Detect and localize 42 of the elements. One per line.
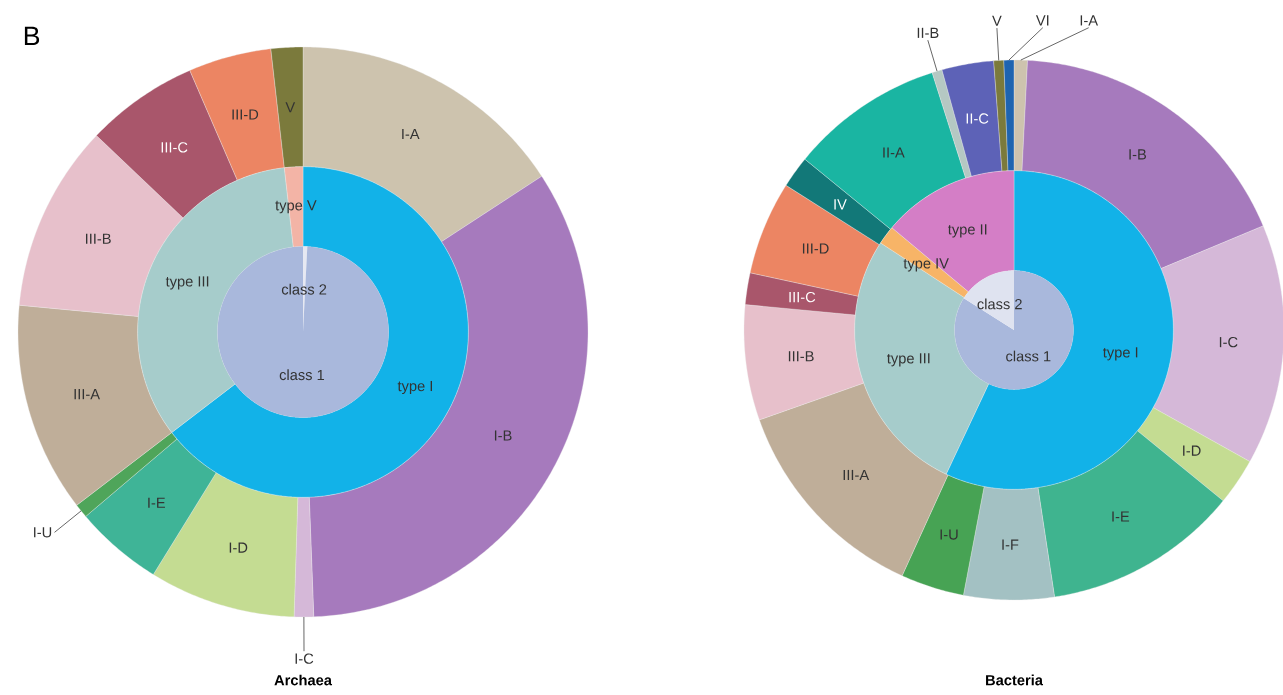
- slice-label: type V: [275, 200, 317, 214]
- slice-label: II-A: [883, 147, 905, 158]
- slice-label: III-B: [86, 233, 111, 244]
- slice-label: class 1: [279, 369, 325, 381]
- text: Archaea: [274, 674, 333, 686]
- slice-label: I-U: [940, 529, 958, 540]
- slice-label: class 2: [281, 283, 327, 295]
- slice-label: III-B: [788, 351, 814, 362]
- slice-label: type III: [887, 353, 930, 367]
- slice-label: I-D: [1183, 445, 1201, 456]
- slice-label: I-A: [402, 128, 420, 140]
- slice-label: I-B: [1129, 149, 1147, 160]
- slice-label: II-B: [917, 27, 939, 38]
- slice-label: III-D: [232, 109, 259, 120]
- slice-label: III-A: [843, 469, 870, 480]
- slice-label: I-E: [148, 497, 165, 508]
- slice-label: type II: [948, 224, 987, 238]
- slice-label: I-B: [494, 430, 512, 441]
- slice-label: III-A: [74, 389, 101, 400]
- slice-label: VI: [1035, 15, 1049, 26]
- slice-label: II-C: [966, 113, 989, 124]
- text: Bacteria: [986, 674, 1044, 686]
- slice-label: I-A: [1080, 15, 1099, 26]
- slice-label: I-F: [1002, 539, 1019, 550]
- slice-label: III-D: [802, 243, 829, 254]
- slice-label: I-D: [229, 542, 248, 553]
- slice-label: III-C: [789, 291, 816, 303]
- slice-label: I-U: [34, 527, 52, 538]
- slice-label: type III: [165, 276, 209, 290]
- slice-label: type I: [1103, 347, 1138, 361]
- slice-label: V: [992, 15, 1002, 26]
- slice-label: I-C: [1219, 336, 1238, 348]
- slice-label: I-E: [1112, 511, 1130, 522]
- slice-label: class 2: [977, 298, 1022, 310]
- slice-label: type IV: [903, 258, 949, 272]
- slice-label: IV: [834, 199, 847, 210]
- slice-label: class 1: [1006, 350, 1051, 362]
- text: B: [24, 26, 40, 46]
- slice-label: V: [285, 102, 296, 113]
- slice-label: III-C: [161, 142, 188, 153]
- slice-label: I-C: [295, 653, 314, 664]
- slice-label: type I: [397, 380, 432, 395]
